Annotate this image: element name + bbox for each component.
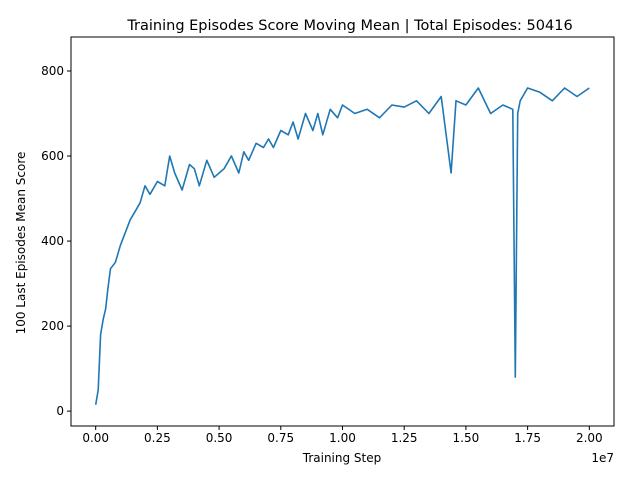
x-tick-label: 0.00 [82, 431, 109, 445]
x-tick-label: 1.25 [391, 431, 418, 445]
y-axis: 0 200 400 600 800 [41, 64, 71, 418]
chart-title: Training Episodes Score Moving Mean | To… [126, 18, 572, 34]
x-axis: 0.00 0.25 0.50 0.75 1.00 1.25 1.50 1.75 2.00 [82, 426, 603, 445]
x-tick-label: 0.75 [267, 431, 294, 445]
x-tick-label: 1.00 [329, 431, 356, 445]
axes-frame [70, 36, 615, 427]
x-tick-label: 1.75 [514, 431, 541, 445]
x-tick-label: 0.50 [206, 431, 233, 445]
x-offset-label: 1e7 [591, 451, 614, 465]
y-tick-label: 400 [41, 234, 64, 248]
y-axis-label: 100 Last Episodes Mean Score [14, 152, 28, 335]
plot-area [94, 87, 590, 405]
x-axis-label: Training Step [302, 451, 382, 465]
series-line-0 [94, 87, 590, 405]
x-tick-label: 1.50 [453, 431, 480, 445]
y-tick-label: 800 [41, 64, 64, 78]
y-tick-label: 0 [56, 404, 64, 418]
y-tick-label: 600 [41, 149, 64, 163]
x-tick-label: 2.00 [576, 431, 603, 445]
y-tick-label: 200 [41, 319, 64, 333]
x-tick-label: 0.25 [144, 431, 171, 445]
